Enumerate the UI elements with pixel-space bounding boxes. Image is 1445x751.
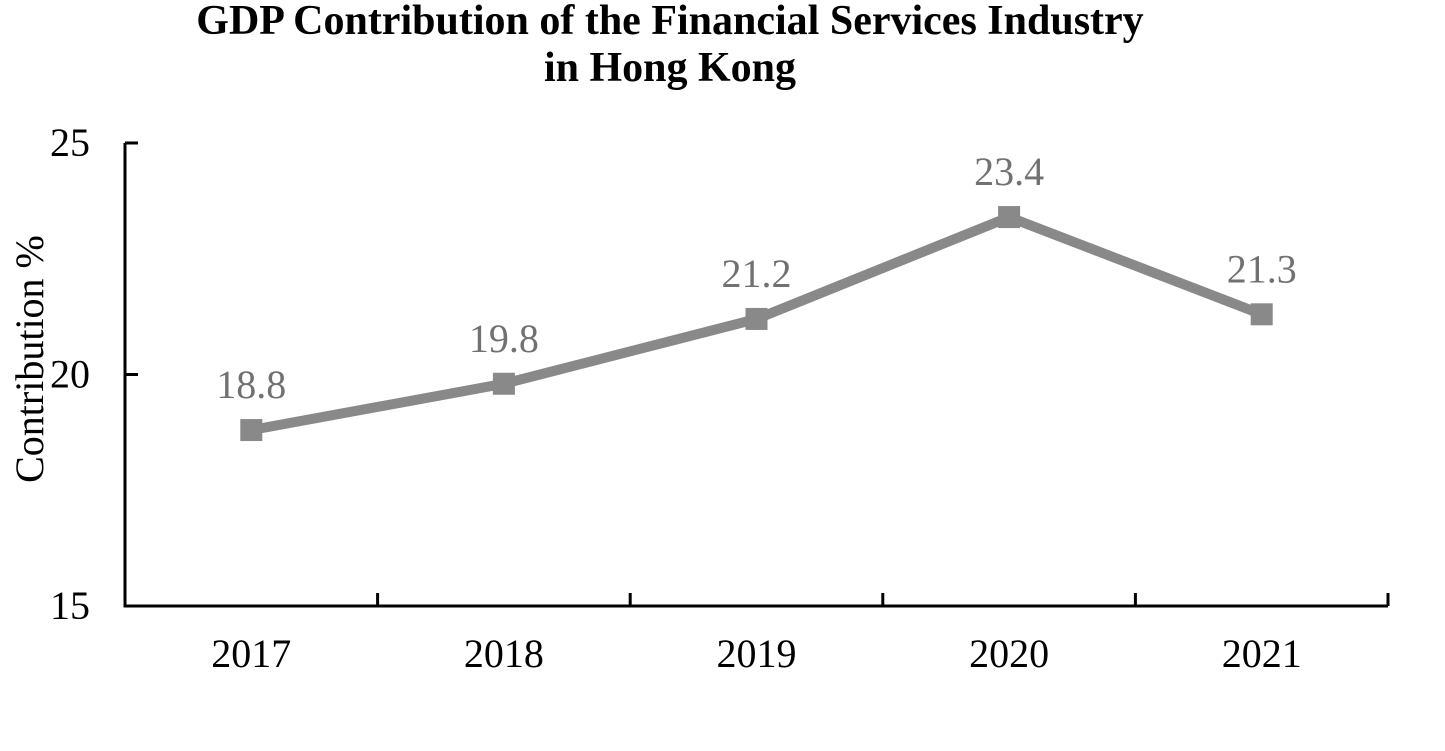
data-point-label: 21.3 xyxy=(1227,246,1297,291)
data-point-label: 21.2 xyxy=(722,251,792,296)
data-point-label: 23.4 xyxy=(974,149,1044,194)
x-tick-label: 2017 xyxy=(211,631,291,676)
data-point-marker xyxy=(240,419,263,442)
y-tick-label: 15 xyxy=(50,583,90,628)
data-point-marker xyxy=(492,372,515,395)
chart-title: GDP Contribution of the Financial Servic… xyxy=(0,0,1340,92)
y-tick-label: 25 xyxy=(50,120,90,165)
x-tick-label: 2020 xyxy=(969,631,1049,676)
y-tick-label: 20 xyxy=(50,352,90,397)
chart-title-line-2: in Hong Kong xyxy=(543,45,797,91)
data-point-marker xyxy=(1250,303,1273,326)
data-point-label: 19.8 xyxy=(469,316,539,361)
x-tick-label: 2019 xyxy=(717,631,797,676)
data-point-marker xyxy=(998,206,1021,229)
data-point-marker xyxy=(745,307,768,330)
x-tick-label: 2018 xyxy=(464,631,544,676)
data-point-label: 18.8 xyxy=(216,362,286,407)
x-tick-label: 2021 xyxy=(1222,631,1302,676)
chart-title-line-1: GDP Contribution of the Financial Servic… xyxy=(196,0,1144,44)
